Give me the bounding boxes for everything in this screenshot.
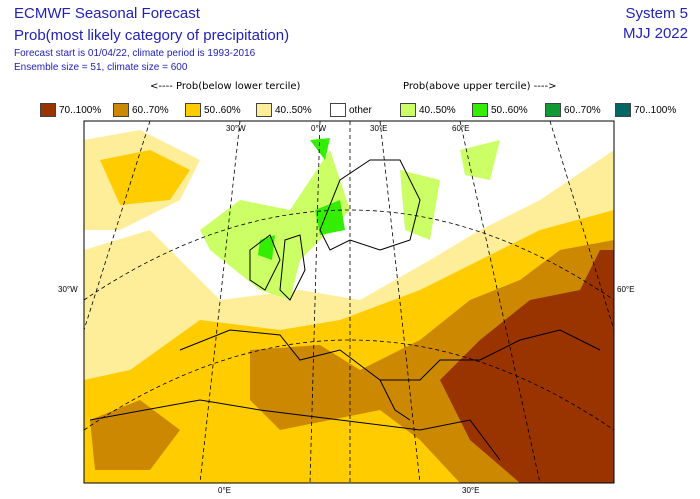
lon-label: 0°W xyxy=(311,124,327,133)
legend-label: 40..50% xyxy=(275,104,312,116)
lon-label: 0°E xyxy=(218,486,231,495)
legend-swatch xyxy=(185,103,201,117)
ensemble-info: Ensemble size = 51, climate size = 600 xyxy=(14,62,188,73)
legend-label: 60..70% xyxy=(564,104,601,116)
legend-swatch xyxy=(256,103,272,117)
graticule xyxy=(84,121,614,483)
legend-label: 70..100% xyxy=(634,104,677,116)
region-40-50-above-east xyxy=(400,140,500,240)
period-label: MJJ 2022 xyxy=(622,25,688,42)
chart-subtitle: Prob(most likely category of precipitati… xyxy=(14,27,290,44)
lon-label: 60°E xyxy=(617,285,635,294)
legend-item: other xyxy=(330,103,372,117)
region-50-60-above xyxy=(258,138,345,260)
legend-label: 70..100% xyxy=(59,104,102,116)
legend-swatch xyxy=(472,103,488,117)
map-frame xyxy=(83,120,615,484)
lon-label: 30°E xyxy=(462,486,480,495)
forecast-info: Forecast start is 01/04/22, climate peri… xyxy=(14,48,256,59)
coastlines xyxy=(89,159,601,461)
legend-swatch xyxy=(615,103,631,117)
legend-item: 60..70% xyxy=(113,103,169,117)
chart-title: ECMWF Seasonal Forecast xyxy=(14,5,200,22)
region-50-60-below-north xyxy=(100,150,190,205)
legend-swatch xyxy=(330,103,346,117)
legend-item: 40..50% xyxy=(400,103,456,117)
lon-label: 30°W xyxy=(58,285,78,294)
lon-label: 30°W xyxy=(226,124,246,133)
legend-below-heading: <---- Prob(below lower tercile) xyxy=(150,81,301,92)
legend-swatch xyxy=(40,103,56,117)
legend-label: 40..50% xyxy=(419,104,456,116)
legend-item: 50..60% xyxy=(472,103,528,117)
region-60-70-below-west xyxy=(90,400,180,470)
region-70-100-below xyxy=(440,250,614,483)
legend-label: 60..70% xyxy=(132,104,169,116)
legend-item: 60..70% xyxy=(545,103,601,117)
legend-item: 40..50% xyxy=(256,103,312,117)
legend-label: 50..60% xyxy=(491,104,528,116)
legend-item: 70..100% xyxy=(615,103,676,117)
legend-item: 50..60% xyxy=(185,103,241,117)
region-40-50-above xyxy=(200,150,350,300)
lon-label: 60°E xyxy=(452,124,470,133)
legend-swatch xyxy=(400,103,416,117)
legend-item: 70..100% xyxy=(40,103,101,117)
lon-label: 30°E xyxy=(370,124,388,133)
legend-above-heading: Prob(above upper tercile) ----> xyxy=(403,81,557,92)
legend-label: 50..60% xyxy=(204,104,241,116)
system-label: System 5 xyxy=(625,5,688,22)
legend-swatch xyxy=(545,103,561,117)
legend-swatch xyxy=(113,103,129,117)
legend-label: other xyxy=(349,104,372,116)
